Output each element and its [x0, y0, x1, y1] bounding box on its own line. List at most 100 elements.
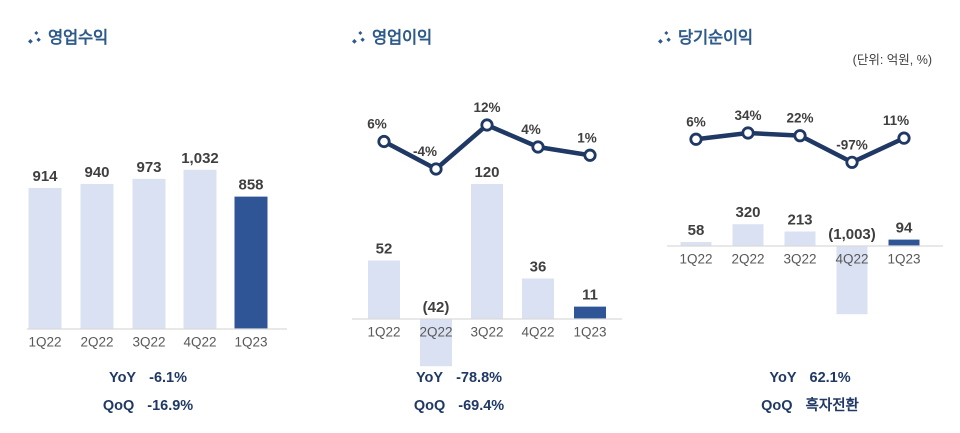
chart-title-operating-revenue: 영업수익 [28, 24, 108, 48]
diamond-bullet-icon [352, 30, 365, 44]
category-label: 2Q22 [419, 325, 452, 340]
category-label: 2Q22 [731, 252, 764, 267]
category-label: 2Q22 [80, 335, 113, 350]
bar-1Q22 [368, 260, 400, 319]
bar-value-label: (1,003) [828, 226, 876, 243]
yoy-label: YoY [769, 370, 797, 386]
line-percent-label: 6% [686, 114, 706, 129]
qoq-row: QoQ -16.9% [38, 392, 258, 420]
chart-title-text: 영업수익 [48, 29, 108, 47]
bar-line-chart-net-income: 58 320 213 (1,003) 94 1Q22 2Q22 3Q22 4Q22 1Q23 6% 3… [667, 108, 943, 315]
category-label: 1Q23 [234, 335, 267, 350]
line-marker-1Q23 [583, 148, 597, 162]
line-marker-2Q22 [741, 126, 755, 140]
bar-3Q22 [784, 231, 816, 246]
yoy-label: YoY [108, 370, 137, 386]
line-percent-label: -97% [836, 137, 868, 152]
yoy-value: 62.1% [809, 370, 851, 386]
qoq-value: -16.9% [147, 398, 194, 414]
bar-value-label: 858 [238, 177, 263, 194]
bar-value-label: 320 [735, 204, 760, 221]
bar-value-label: 36 [530, 259, 547, 276]
qoq-row: QoQ 흑자전환 [700, 392, 920, 420]
line-marker-1Q22 [689, 132, 703, 146]
line-percent-label: 4% [521, 122, 541, 137]
chart-footer-operating-revenue: YoY -6.1% QoQ -16.9% [38, 364, 258, 420]
line-percent-label: 1% [577, 130, 597, 145]
bar-3Q22 [132, 178, 166, 329]
diamond-bullet-icon [658, 30, 671, 44]
bar-1Q23 [234, 196, 268, 329]
category-label: 4Q22 [521, 325, 554, 340]
yoy-row: YoY 62.1% [700, 364, 920, 392]
category-label: 3Q22 [132, 335, 165, 350]
yoy-value: -6.1% [149, 370, 187, 386]
line-percent-label: 34% [734, 108, 761, 123]
bar-1Q22 [28, 187, 62, 329]
line-marker-1Q23 [897, 131, 911, 145]
category-label: 4Q22 [183, 335, 216, 350]
category-label: 3Q22 [470, 325, 503, 340]
bar-value-label: 120 [474, 164, 499, 181]
qoq-value: 흑자전환 [805, 398, 859, 414]
bar-2Q22 [732, 224, 764, 246]
chart-title-operating-profit: 영업이익 [352, 24, 432, 48]
bar-value-label: 1,032 [181, 150, 219, 167]
category-label: 1Q22 [28, 335, 61, 350]
chart-title-net-income: 당기순이익 [658, 24, 753, 48]
bar-value-label: (42) [423, 299, 450, 316]
diamond-bullet-icon [28, 30, 41, 44]
unit-note: (단위: 억원, %) [852, 53, 932, 67]
line-percent-label: 22% [786, 111, 813, 126]
bar-1Q23 [888, 239, 920, 246]
bar-value-label: 973 [136, 159, 161, 176]
bar-chart-operating-revenue: 914 940 973 1,032 858 1Q22 2Q22 3Q22 4Q22 1Q23 [27, 150, 287, 350]
bar-1Q23 [574, 306, 606, 319]
bar-4Q22 [522, 278, 554, 319]
category-label: 1Q22 [679, 252, 712, 267]
line-marker-3Q22 [793, 129, 807, 143]
bar-4Q22 [183, 169, 217, 329]
chart-title-text: 당기순이익 [678, 29, 753, 47]
bar-value-label: 52 [376, 241, 393, 258]
category-label: 4Q22 [835, 252, 868, 267]
line-percent-label: 11% [883, 113, 909, 128]
bar-value-label: 11 [582, 287, 598, 304]
qoq-label: QoQ [413, 398, 446, 414]
category-label: 1Q23 [573, 325, 606, 340]
category-label: 3Q22 [783, 252, 816, 267]
line-marker-3Q22 [480, 118, 494, 132]
bar-value-label: 940 [84, 164, 109, 181]
qoq-label: QoQ [102, 398, 135, 414]
category-label: 1Q22 [367, 325, 400, 340]
chart-footer-operating-profit: YoY -78.8% QoQ -69.4% [349, 364, 569, 420]
qoq-label: QoQ [761, 398, 793, 414]
bar-2Q22 [420, 319, 452, 367]
category-label: 1Q23 [887, 252, 920, 267]
line-percent-label: -4% [413, 144, 437, 159]
line-percent-label: 6% [367, 117, 387, 132]
bar-4Q22 [836, 246, 868, 315]
chart-footer-net-income: YoY 62.1% QoQ 흑자전환 [700, 364, 920, 420]
bar-value-label: 213 [787, 212, 812, 229]
bar-line-chart-operating-profit: 52 (42) 120 36 11 1Q22 2Q22 3Q22 4Q22 1Q23 6% -4% 12… [352, 100, 622, 367]
bar-3Q22 [471, 184, 503, 319]
yoy-value: -78.8% [456, 370, 503, 386]
bar-value-label: 94 [896, 220, 913, 237]
qoq-row: QoQ -69.4% [349, 392, 569, 420]
bar-value-label: 58 [688, 222, 705, 239]
yoy-label: YoY [415, 370, 444, 386]
bar-1Q22 [680, 242, 712, 246]
bar-value-label: 914 [32, 168, 58, 185]
bar-2Q22 [80, 183, 114, 329]
line-marker-4Q22 [531, 140, 545, 154]
yoy-row: YoY -78.8% [349, 364, 569, 392]
line-marker-4Q22 [845, 155, 859, 169]
qoq-value: -69.4% [458, 398, 505, 414]
line-marker-1Q22 [377, 134, 391, 149]
line-percent-label: 12% [473, 100, 500, 115]
line-marker-2Q22 [429, 162, 443, 176]
chart-title-text: 영업이익 [372, 29, 432, 47]
yoy-row: YoY -6.1% [38, 364, 258, 392]
